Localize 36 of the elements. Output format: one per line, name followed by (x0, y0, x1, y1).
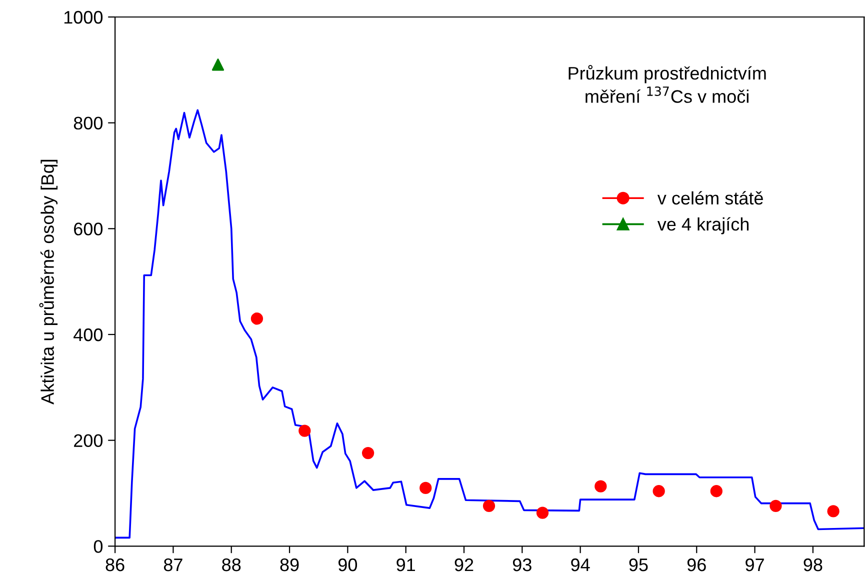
x-tick-label: 89 (280, 558, 299, 572)
x-tick-label: 93 (512, 558, 532, 572)
y-tick-label: 600 (74, 222, 103, 236)
y-tick-label: 200 (74, 434, 103, 448)
x-tick-label: 86 (106, 558, 124, 572)
x-tick-label: 92 (454, 558, 474, 572)
y-tick-label: 0 (94, 540, 103, 553)
point (536, 506, 549, 519)
x-tick-label: 96 (687, 558, 706, 572)
line-series (115, 109, 864, 539)
x-tick-label: 91 (396, 558, 415, 572)
y-tick-label: 1000 (64, 10, 103, 24)
x-tick-label: 90 (338, 558, 358, 572)
point (710, 485, 722, 498)
point (827, 505, 840, 518)
y-tick-label: 400 (74, 328, 103, 342)
x-tick-label: 94 (571, 558, 590, 572)
x-tick-label: 88 (222, 558, 241, 572)
point (652, 485, 665, 498)
x-tick-label: 97 (746, 558, 764, 572)
x-tick-label: 98 (804, 558, 822, 572)
text: Průzkum prostřednictvím měření $^{137}$Cs v moči (568, 64, 766, 103)
x-tick-label: 95 (629, 558, 648, 572)
point (298, 424, 311, 437)
point (420, 482, 432, 494)
x-tick-label: 87 (164, 558, 182, 572)
point (362, 446, 374, 460)
y-axis-title: Aktivita u průměrné osoby [Bq] (39, 160, 58, 404)
point (482, 500, 496, 512)
legend-label: v celém státě (657, 191, 763, 205)
legend-label: ve 4 krajích (657, 217, 749, 234)
point (250, 312, 264, 325)
point (770, 500, 782, 512)
y-tick-label: 800 (74, 116, 103, 130)
point (212, 58, 224, 71)
point (594, 480, 607, 492)
